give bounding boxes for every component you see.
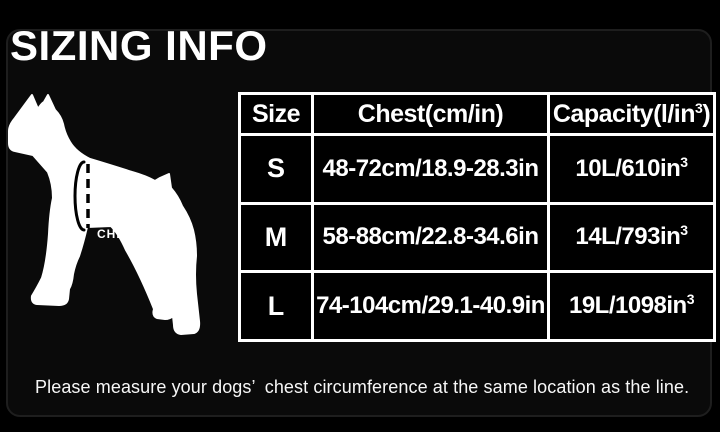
dog-silhouette-svg: [8, 94, 201, 335]
column-header-chest: Chest(cm/in): [311, 92, 550, 136]
chest-range-value: 48-72cm/18.9-28.3in: [311, 133, 550, 205]
table-row-size-s: S 48-72cm/18.9-28.3in 10L/610in3: [238, 133, 716, 205]
page-title: SIZING INFO: [10, 22, 268, 69]
table-row-size-m: M 58-88cm/22.8-34.6in 14L/793in3: [238, 201, 716, 274]
measurement-instruction-note: Please measure your dogs’ chest circumfe…: [35, 377, 690, 397]
chest-range-value: 74-104cm/29.1-40.9in: [311, 270, 550, 342]
size-table-header-row: Size Chest(cm/in) Capacity(l/in3): [238, 92, 716, 136]
size-value: S: [238, 133, 314, 205]
dog-measurement-diagram: CHEST: [8, 82, 228, 352]
column-header-size: Size: [238, 92, 314, 136]
chest-range-value: 58-88cm/22.8-34.6in: [311, 201, 550, 274]
size-value: M: [238, 201, 314, 274]
capacity-value: 10L/610in3: [547, 133, 716, 205]
column-header-capacity: Capacity(l/in3): [547, 92, 716, 136]
capacity-value: 14L/793in3: [547, 201, 716, 274]
table-row-size-l: L 74-104cm/29.1-40.9in 19L/1098in3: [238, 270, 716, 342]
size-table: Size Chest(cm/in) Capacity(l/in3) S 48-7…: [238, 92, 716, 342]
chest-label: CHEST: [97, 227, 143, 241]
chest-measurement-arc: [73, 160, 86, 232]
size-value: L: [238, 270, 314, 342]
dog-silhouette: [8, 94, 201, 335]
capacity-value: 19L/1098in3: [547, 270, 716, 342]
